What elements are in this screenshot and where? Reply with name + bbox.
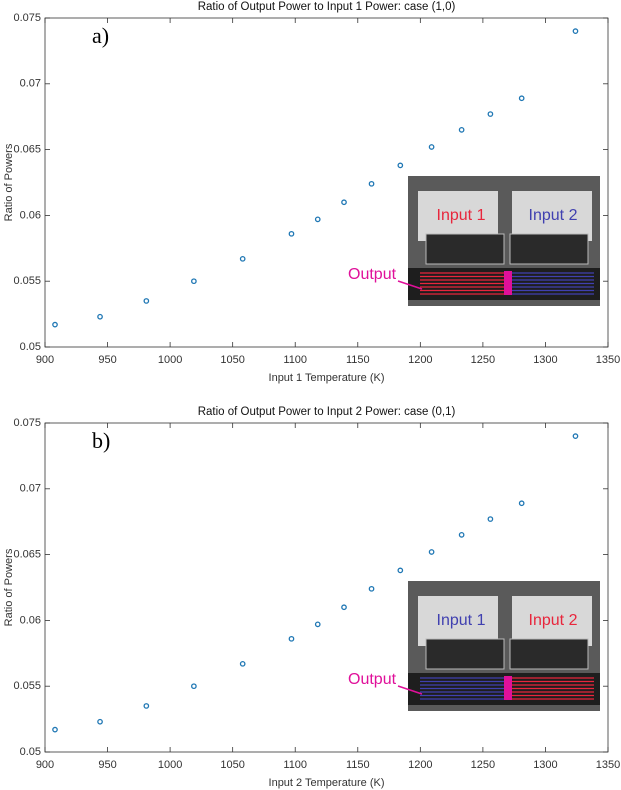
x-tick-label: 900 — [36, 354, 54, 366]
data-point — [458, 127, 465, 133]
data-point — [288, 635, 295, 642]
inset-pad — [512, 596, 592, 646]
y-tick-label: 0.07 — [20, 78, 41, 90]
panel-label: b) — [92, 428, 110, 453]
inset-device — [509, 638, 589, 670]
x-tick-label: 1300 — [533, 354, 557, 366]
x-tick-label: 1050 — [220, 354, 244, 366]
x-tick-label: 1150 — [346, 759, 370, 771]
data-point — [52, 321, 58, 328]
x-tick-label: 1250 — [471, 354, 495, 366]
data-point — [191, 278, 197, 285]
data-point — [397, 567, 404, 574]
data-point — [487, 111, 494, 117]
inset-label: Input 2 — [529, 207, 578, 224]
inset-label: Input 1 — [437, 612, 486, 629]
inset-label: Input 2 — [529, 612, 578, 629]
inset-junction — [504, 271, 512, 295]
y-tick-label: 0.075 — [13, 417, 41, 429]
chart-title: Ratio of Output Power to Input 1 Power: … — [198, 1, 456, 13]
inset-label: Input 1 — [437, 207, 486, 224]
inset-pad — [418, 596, 498, 646]
inset-pad — [512, 191, 592, 241]
x-tick-label: 1300 — [533, 759, 557, 771]
data-point — [428, 144, 435, 150]
panel-label: a) — [92, 23, 109, 48]
data-point — [239, 255, 246, 262]
x-tick-label: 1100 — [283, 759, 307, 771]
y-tick-label: 0.065 — [13, 144, 41, 156]
data-point — [397, 162, 404, 169]
inset-arrow — [397, 685, 423, 695]
x-tick-label: 900 — [36, 759, 54, 771]
data-point — [52, 726, 58, 733]
data-point — [518, 500, 525, 507]
data-point — [97, 718, 103, 725]
inset-arrow — [397, 280, 423, 290]
data-point — [143, 298, 150, 304]
data-point — [428, 549, 435, 555]
x-tick-label: 1000 — [158, 759, 182, 771]
x-tick-label: 1200 — [408, 354, 432, 366]
y-tick-label: 0.06 — [20, 209, 41, 221]
data-point — [518, 95, 525, 102]
data-point — [143, 703, 150, 709]
x-tick-label: 1350 — [596, 759, 620, 771]
y-axis-label: Ratio of Powers — [3, 548, 15, 626]
data-point — [191, 683, 197, 690]
x-axis-label: Input 2 Temperature (K) — [269, 777, 385, 789]
data-point — [314, 216, 321, 223]
data-point — [239, 660, 246, 667]
y-tick-label: 0.065 — [13, 549, 41, 561]
y-tick-label: 0.05 — [20, 341, 41, 353]
y-tick-label: 0.06 — [20, 614, 41, 626]
inset-label: Output — [348, 266, 397, 283]
data-point — [288, 230, 295, 237]
y-tick-label: 0.055 — [13, 275, 41, 287]
y-tick-label: 0.07 — [20, 483, 41, 495]
x-tick-label: 950 — [98, 354, 116, 366]
data-point — [368, 180, 375, 187]
data-point — [487, 516, 494, 522]
x-tick-label: 1150 — [346, 354, 370, 366]
chart-title: Ratio of Output Power to Input 2 Power: … — [198, 406, 456, 418]
x-tick-label: 1000 — [158, 354, 182, 366]
x-tick-label: 950 — [98, 759, 116, 771]
y-tick-label: 0.075 — [13, 12, 41, 24]
inset-device — [509, 233, 589, 265]
x-tick-label: 1050 — [220, 759, 244, 771]
x-tick-label: 1350 — [596, 354, 620, 366]
data-point — [368, 585, 375, 592]
data-point — [314, 621, 321, 628]
inset-junction — [504, 676, 512, 700]
data-point — [341, 604, 347, 611]
inset-device — [425, 638, 505, 670]
x-tick-label: 1100 — [283, 354, 307, 366]
inset-pad — [418, 191, 498, 241]
y-axis-label: Ratio of Powers — [3, 143, 15, 221]
x-axis-label: Input 1 Temperature (K) — [269, 372, 385, 384]
data-point — [572, 433, 579, 440]
data-point — [458, 532, 465, 538]
data-point — [97, 313, 103, 320]
data-point — [572, 28, 579, 35]
data-point — [341, 199, 347, 206]
x-tick-label: 1200 — [408, 759, 432, 771]
inset-label: Output — [348, 671, 397, 688]
y-tick-label: 0.055 — [13, 680, 41, 692]
x-tick-label: 1250 — [471, 759, 495, 771]
y-tick-label: 0.05 — [20, 746, 41, 758]
inset-device — [425, 233, 505, 265]
